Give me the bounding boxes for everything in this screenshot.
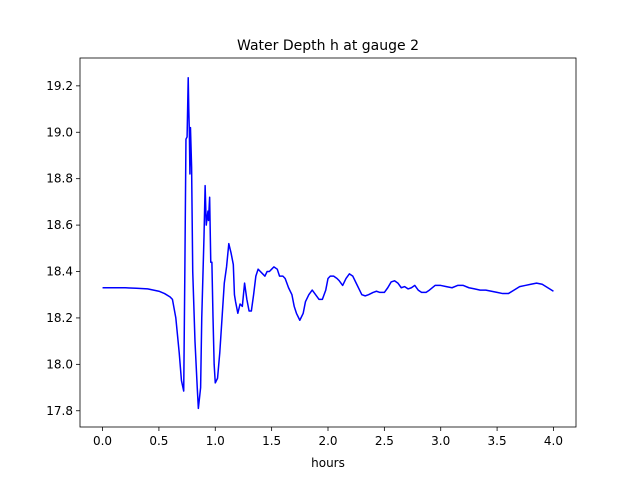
x-tick-label: 1.5	[262, 434, 281, 448]
x-tick-label: 0.0	[93, 434, 112, 448]
x-tick-label: 0.5	[149, 434, 168, 448]
y-tick-label: 18.8	[46, 172, 73, 186]
y-tick-label: 19.2	[46, 79, 73, 93]
x-axis-label: hours	[311, 456, 345, 470]
chart-title: Water Depth h at gauge 2	[237, 38, 419, 54]
y-tick-label: 18.6	[46, 218, 73, 232]
series-line	[102, 76, 554, 410]
x-tick-label: 2.5	[375, 434, 394, 448]
y-tick-label: 18.0	[46, 357, 73, 371]
x-axis: 0.0 0.5 1.0 1.5 2.0 2.5 3.0 3.5 4.0	[93, 427, 563, 448]
x-tick-label: 2.0	[318, 434, 337, 448]
plot-background	[80, 58, 576, 427]
x-tick-label: 3.5	[488, 434, 507, 448]
y-axis: 17.8 18.0 18.2 18.4 18.6 18.8 19.0 19.2	[46, 79, 80, 418]
y-tick-label: 19.0	[46, 125, 73, 139]
y-tick-label: 17.8	[46, 404, 73, 418]
y-tick-label: 18.2	[46, 311, 73, 325]
y-tick-label: 18.4	[46, 265, 73, 279]
x-tick-label: 4.0	[544, 434, 563, 448]
x-tick-label: 1.0	[206, 434, 225, 448]
plot-area	[79, 57, 577, 428]
x-tick-label: 3.0	[431, 434, 450, 448]
